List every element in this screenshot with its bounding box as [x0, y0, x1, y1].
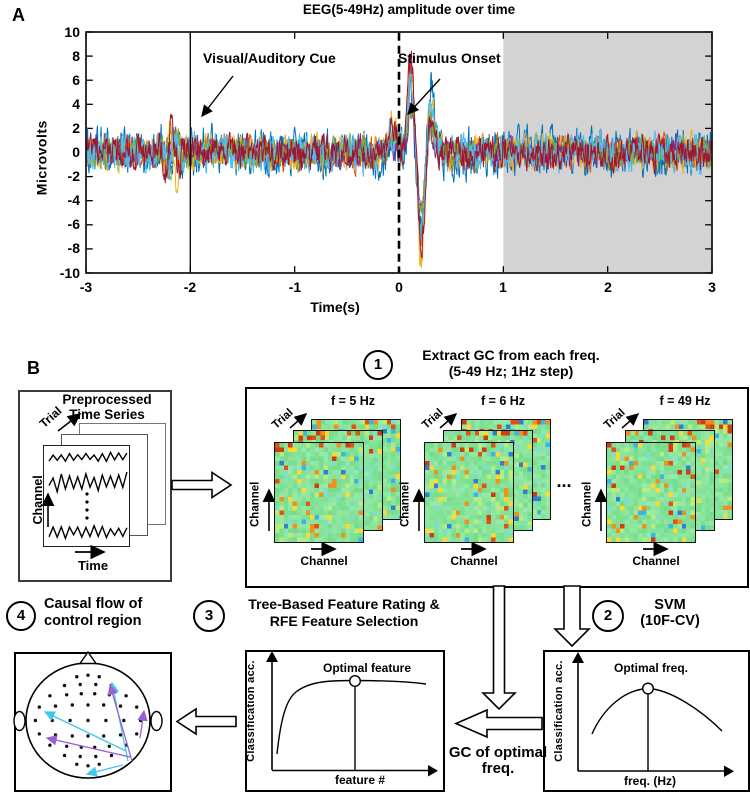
x-tick: 2	[604, 279, 612, 295]
feature-selection-plot-box	[245, 650, 445, 792]
ellipsis: ...	[556, 471, 572, 491]
analysis-window-shading	[503, 32, 712, 273]
flow-arrow-down-long	[481, 585, 517, 711]
time-axis-label: Time	[77, 558, 109, 573]
gc-optimal-label-line1: GC of optimal	[448, 744, 548, 761]
channel-axis-label: Channel	[632, 554, 680, 568]
x-tick: 0	[395, 279, 403, 295]
step2-title-line2: (10F-CV)	[640, 613, 700, 629]
y-tick: 10	[64, 23, 80, 40]
preprocessed-box	[18, 390, 172, 582]
step2-number: 2	[603, 607, 613, 624]
freq-label-49hz: f = 49 Hz	[659, 394, 711, 408]
eeg-trace	[86, 61, 712, 247]
gc-heatmap-layer	[606, 442, 696, 543]
y-tick: -4	[67, 192, 80, 209]
cue-annotation: Visual/Auditory Cue	[203, 50, 336, 66]
freq-label-5hz: f = 5 Hz	[330, 394, 376, 408]
eeg-trace	[86, 67, 712, 241]
feature-number-label: feature #	[334, 773, 386, 787]
eeg-trace	[86, 59, 712, 269]
gc-heatmap-layer	[274, 442, 364, 543]
channel-axis-label: Channel	[249, 481, 262, 528]
step3-number: 3	[204, 607, 214, 624]
step3-title-line2: RFE Feature Selection	[269, 613, 419, 629]
x-tick: -3	[79, 279, 93, 295]
preprocess-title-line1: Preprocessed	[62, 392, 152, 407]
preprocess-title-line2: Time Series	[69, 407, 145, 422]
step4-title-line1: Causal flow of	[44, 596, 143, 612]
y-tick: 8	[72, 47, 80, 64]
optimal-feature-label: Optimal feature	[322, 661, 412, 675]
freq-hz-label: freq. (Hz)	[624, 774, 676, 788]
x-tick: -1	[288, 279, 302, 295]
x-tick: 1	[499, 279, 507, 295]
channel-axis-label: Channel	[450, 554, 498, 568]
eeg-trace	[86, 102, 712, 209]
head-topography-box	[14, 652, 172, 792]
step4-title-line2: control region	[44, 613, 142, 629]
flow-arrow-left-gc	[453, 708, 543, 739]
channel-axis-label: Channel	[31, 475, 46, 525]
step2-number-badge: 2	[592, 600, 624, 632]
y-tick: -10	[59, 264, 80, 281]
channel-axis-label: Channel	[399, 481, 412, 528]
step1-title-line2: (5-49 Hz; 1Hz step)	[448, 363, 574, 379]
gc-heatmap-layer	[424, 442, 514, 543]
y-tick: -6	[67, 216, 80, 233]
onset-annotation: Stimulus Onset	[398, 50, 501, 66]
y-tick: 6	[72, 71, 80, 88]
onset-annotation-arrow	[407, 78, 441, 116]
flow-arrow-down-short	[553, 585, 591, 648]
y-tick: 2	[72, 119, 80, 136]
step2-title-line1: SVM	[654, 597, 686, 613]
panel-a-title: EEG(5-49Hz) amplitude over time	[302, 2, 516, 17]
x-tick: 3	[708, 279, 716, 295]
flow-arrow-right	[171, 471, 233, 499]
channel-axis-label: Channel	[581, 481, 594, 528]
step1-number: 1	[373, 356, 383, 373]
time-series-page	[43, 445, 130, 547]
panel-b-label: B	[27, 358, 40, 378]
eeg-trace	[86, 102, 712, 214]
optimal-freq-label: Optimal freq.	[613, 661, 688, 675]
panel-a-label: A	[12, 5, 25, 25]
gc-optimal-label-line2: freq.	[481, 760, 515, 777]
y-tick: -2	[67, 168, 80, 185]
channel-axis-label: Channel	[300, 554, 348, 568]
x-tick: -2	[183, 279, 197, 295]
eeg-trace	[86, 72, 712, 236]
freq-label-6hz: f = 6 Hz	[480, 394, 526, 408]
flow-arrow-left-head	[175, 707, 237, 736]
step3-number-badge: 3	[193, 600, 225, 632]
cue-annotation-arrow	[201, 75, 234, 118]
step1-title-line1: Extract GC from each freq.	[422, 347, 600, 363]
eeg-plot	[85, 31, 713, 274]
eeg-axes-border	[85, 31, 713, 274]
step1-number-badge: 1	[363, 350, 393, 380]
step4-number-badge: 4	[6, 601, 36, 631]
y-tick: 0	[72, 144, 80, 160]
svm-plot-box	[543, 650, 750, 792]
step4-number: 4	[16, 607, 26, 624]
step3-title-line1: Tree-Based Feature Rating &	[248, 596, 440, 612]
classification-acc-label: Classification acc.	[244, 660, 257, 762]
eeg-x-axis-label: Time(s)	[310, 299, 360, 315]
y-tick: 4	[72, 95, 80, 112]
y-tick: -8	[67, 240, 80, 257]
eeg-trace	[86, 50, 712, 259]
